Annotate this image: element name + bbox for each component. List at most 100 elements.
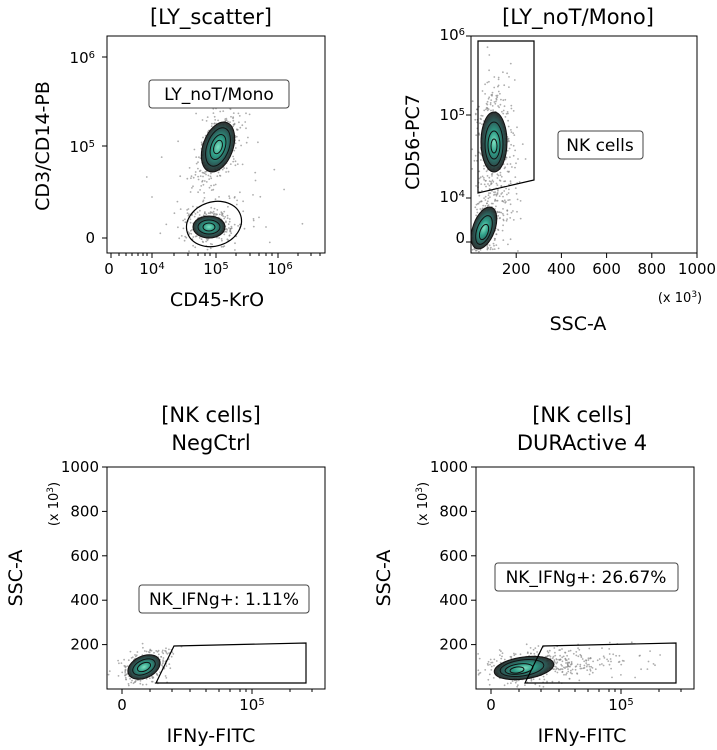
panel-3-event-dot	[141, 642, 144, 645]
panel-4-event-dot	[546, 650, 549, 653]
panel-1-event-dot	[226, 238, 229, 241]
panel-4-event-dot	[530, 652, 532, 655]
panel-1-event-dot	[235, 135, 238, 138]
panel-2-event-dot	[506, 111, 509, 113]
panel-4-event-dot	[588, 647, 591, 650]
panel-1-event-dot	[228, 227, 230, 229]
panel-2-event-dot	[477, 202, 480, 205]
panel-2-event-dot	[511, 166, 513, 168]
panel-3-event-dot	[161, 662, 164, 665]
panel-1-event-dot	[189, 229, 192, 232]
panel-1-event-dot	[199, 175, 202, 178]
panel-1-event-dot	[212, 210, 215, 213]
panel-2-event-dot	[521, 143, 524, 146]
panel-2-event-dot	[497, 214, 499, 217]
panel-4-x-axis	[490, 689, 682, 694]
panel-3-event-dot	[133, 681, 136, 684]
panel-1-event-dot	[188, 213, 190, 216]
panel-4-event-dot	[589, 669, 592, 672]
panel-1-event-dot	[194, 173, 197, 176]
panel-2-event-dot	[506, 209, 509, 212]
panel-3-event-dot	[142, 646, 144, 649]
panel-4-event-dot	[547, 651, 550, 654]
panel-1-event-dot	[202, 136, 204, 139]
panel-4-event-dot	[558, 680, 560, 683]
panel-4-event-dot	[588, 663, 590, 666]
panel-4-event-dot	[575, 665, 578, 667]
panel-2-x-tick-label: 1000	[678, 260, 716, 278]
panel-4-ifng-gate[interactable]	[524, 642, 677, 684]
panel-1-event-dot	[180, 235, 183, 237]
panel-4-event-dot	[591, 667, 594, 669]
panel-2-event-dot	[471, 248, 474, 251]
panel-1-ly-gate[interactable]	[181, 194, 248, 253]
panel-3-ifng-gate[interactable]	[155, 642, 307, 684]
panel-2-event-dot	[485, 185, 487, 188]
panel-4-event-dot	[533, 652, 536, 655]
panel-2-event-dot	[499, 217, 501, 219]
panel-1-x-label: CD45-KrO	[170, 289, 264, 311]
panel-4-event-dot	[566, 661, 569, 664]
panel-4-event-dot	[609, 658, 612, 660]
panel-4-event-dot	[601, 663, 603, 665]
panel-2-event-dot	[499, 92, 501, 95]
panel-2-event-dot	[485, 170, 488, 173]
panel-2-event-dot	[501, 212, 504, 215]
panel-2-event-dot	[502, 214, 505, 217]
panel-1-event-dot	[230, 232, 233, 235]
panel-1-event-dot	[233, 223, 236, 226]
panel-1-event-dot	[210, 184, 213, 187]
panel-2-event-dot	[507, 192, 510, 194]
panel-2-nk-gate[interactable]	[477, 40, 535, 194]
panel-3-event-dot	[166, 653, 169, 655]
panel-2-event-dot	[502, 71, 504, 74]
panel-1-event-dot	[202, 183, 205, 186]
panel-4-event-dot	[551, 680, 554, 683]
panel-1-event-dot	[254, 171, 257, 174]
panel-4-event-dot	[542, 685, 545, 688]
panel-1-event-dot	[206, 238, 208, 240]
panel-4-event-dot	[551, 657, 554, 660]
panel-1-event-dot	[189, 191, 192, 193]
panel-4-event-dot	[484, 669, 487, 671]
panel-2-event-dot	[495, 182, 498, 185]
panel-2-event-dot	[499, 174, 502, 177]
panel-3-event-dot	[151, 677, 154, 679]
panel-1-event-dot	[187, 208, 190, 210]
panel-1-event-dot	[192, 176, 195, 179]
panel-3-event-dot	[165, 665, 168, 667]
panel-4-event-dot	[488, 673, 491, 676]
panel-3-plot-frame	[106, 466, 326, 690]
panel-1-event-dot	[203, 192, 206, 194]
panel-2-event-dot	[507, 112, 509, 115]
panel-4-event-dot	[576, 673, 579, 675]
panel-1-event-dot	[151, 196, 153, 198]
panel-2-event-dot	[506, 213, 509, 216]
panel-3-event-dot	[117, 675, 120, 677]
panel-1-y-tick-10e6: 106	[70, 49, 95, 67]
panel-4-event-dot	[601, 647, 603, 649]
panel-1-event-dot	[240, 144, 243, 147]
panel-2-event-dot	[486, 200, 489, 203]
panel-4-event-dot	[554, 651, 556, 654]
panel-1-event-dot	[252, 219, 255, 222]
panel-1-event-dot	[185, 236, 188, 239]
panel-4-event-dot	[506, 682, 509, 685]
panel-1-event-dot	[225, 167, 228, 170]
panel-1-event-dot	[236, 163, 239, 166]
panel-4-event-dot	[477, 653, 479, 655]
panel-4-event-dot	[563, 673, 565, 676]
panel-4-event-dot	[623, 660, 625, 662]
panel-2-event-dot	[498, 106, 500, 109]
panel-2-event-dot	[486, 46, 489, 49]
panel-4-event-dot	[580, 667, 583, 670]
panel-1-event-dot	[220, 245, 223, 248]
panel-2-event-dot	[486, 205, 489, 207]
panel-1-x-tick-0: 0	[104, 260, 114, 278]
panel-1-event-dot	[198, 214, 201, 216]
panel-2-event-dot	[483, 167, 485, 170]
panel-2-event-dot	[481, 123, 483, 125]
panel-2-event-dot	[486, 202, 488, 205]
panel-2-event-dot	[496, 184, 499, 187]
panel-3-event-dot	[172, 653, 175, 655]
